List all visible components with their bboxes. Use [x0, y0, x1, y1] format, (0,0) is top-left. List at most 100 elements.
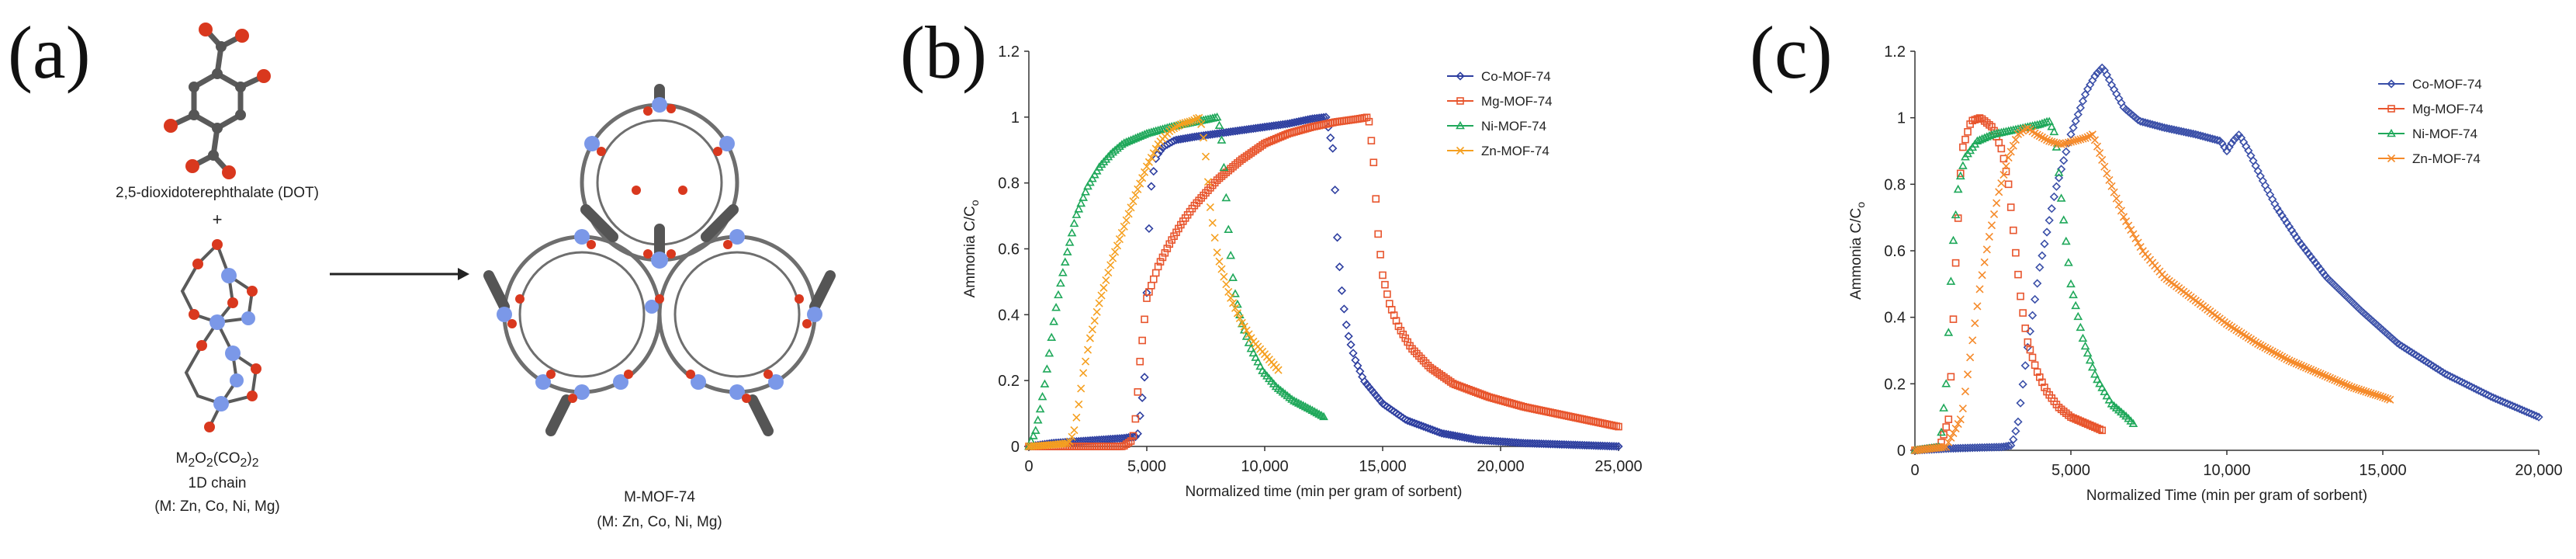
framework-name: M-MOF-74	[624, 489, 695, 505]
data-point	[2069, 123, 2078, 133]
marker-stroke	[2000, 170, 2008, 179]
data-point	[1168, 236, 1175, 244]
data-point	[1151, 144, 1160, 153]
data-point	[1195, 113, 1203, 122]
data-point	[1070, 426, 1079, 435]
data-point	[2062, 147, 2071, 157]
data-point	[1299, 116, 1308, 125]
data-point	[2275, 351, 2284, 359]
marker-stroke	[1079, 369, 1088, 377]
marker-stroke	[2294, 360, 2303, 369]
data-point	[2081, 419, 2090, 427]
data-point	[2189, 129, 2198, 139]
x-axis-label: Normalized Time (min per gram of sorbent…	[2086, 488, 2367, 504]
data-point	[2000, 170, 2008, 179]
data-point	[2091, 423, 2099, 432]
data-point	[2030, 294, 2040, 304]
marker-stroke	[1176, 120, 1185, 129]
data-point	[2047, 204, 2056, 214]
data-point	[1372, 195, 1380, 203]
data-point	[1186, 117, 1194, 126]
data-point	[1973, 302, 1982, 311]
marker-stroke	[2275, 351, 2284, 359]
marker-stroke	[1220, 273, 1228, 281]
data-point	[1411, 347, 1418, 356]
data-point	[2207, 134, 2218, 144]
marker-stroke	[2307, 366, 2315, 374]
data-point	[2448, 373, 2457, 382]
data-point	[2110, 85, 2119, 94]
data-point	[2297, 361, 2305, 370]
data-point	[1083, 345, 1092, 354]
marker-stroke	[2273, 350, 2282, 359]
data-point	[1937, 427, 1946, 436]
marker-stroke	[1235, 314, 1244, 322]
data-point	[2117, 98, 2126, 108]
marker-stroke	[1127, 203, 1135, 212]
legend-item: Co-MOF-74	[2378, 77, 2482, 92]
metal-chain-structure	[180, 239, 261, 432]
data-point	[2080, 341, 2090, 350]
data-point	[1428, 425, 1437, 435]
marker-stroke	[2369, 390, 2377, 398]
data-point	[2027, 311, 2038, 320]
data-point	[2443, 370, 2453, 380]
data-point	[2342, 380, 2351, 390]
data-point	[1947, 373, 1955, 381]
data-point	[2095, 379, 2104, 387]
marker-stroke	[2309, 366, 2318, 375]
marker-stroke	[1456, 146, 1465, 155]
marker-stroke	[1115, 235, 1124, 244]
marker-stroke	[1242, 326, 1251, 335]
marker-stroke	[2290, 358, 2298, 367]
marker-stroke	[2387, 154, 2396, 163]
data-point	[1294, 116, 1304, 127]
marker-stroke	[1186, 117, 1194, 126]
data-point	[2074, 136, 2083, 144]
series-mg-mof-74	[1911, 114, 2107, 454]
x-axis-label: Normalized time (min per gram of sorbent…	[1186, 484, 1463, 500]
data-point	[2098, 155, 2107, 164]
data-point	[1131, 415, 1140, 423]
data-point	[2004, 180, 2013, 189]
data-point	[2179, 127, 2188, 137]
data-point	[2321, 372, 2329, 380]
data-point	[1113, 241, 1122, 250]
data-point	[1074, 204, 1084, 213]
data-point	[1092, 307, 1101, 316]
x-tick-label: 5,000	[2051, 462, 2090, 479]
marker-stroke	[1961, 387, 1970, 396]
data-point	[2150, 120, 2159, 130]
data-point	[1111, 248, 1120, 256]
data-point	[1968, 116, 1977, 125]
marker-stroke	[1174, 121, 1182, 130]
data-point	[2105, 175, 2114, 184]
marker-stroke	[1989, 210, 1999, 218]
marker-stroke	[1106, 261, 1115, 269]
data-point	[2532, 411, 2541, 421]
data-point	[2040, 134, 2049, 143]
data-point	[1035, 404, 1045, 413]
marker-stroke	[1129, 197, 1137, 206]
data-point	[2069, 137, 2078, 145]
legend: Co-MOF-74 Mg-MOF-74 Ni-MOF-74 Zn-MOF-74	[1447, 69, 1553, 158]
data-point	[2006, 441, 2016, 450]
marker-stroke	[1147, 153, 1155, 162]
data-point	[1374, 230, 1382, 238]
data-point	[2038, 251, 2047, 260]
data-point	[2045, 216, 2054, 225]
data-point	[1149, 275, 1158, 283]
data-point	[2167, 124, 2176, 134]
marker-stroke	[2090, 136, 2099, 144]
data-point	[2445, 371, 2455, 381]
data-point	[1163, 245, 1172, 252]
data-point	[1193, 114, 1201, 123]
data-point	[2311, 367, 2320, 376]
data-point	[2384, 394, 2392, 403]
data-point	[2203, 133, 2212, 142]
data-point	[1169, 136, 1179, 145]
data-point	[2349, 384, 2358, 392]
data-point	[2294, 360, 2303, 369]
data-point	[2038, 378, 2046, 387]
data-point	[1944, 415, 1953, 423]
